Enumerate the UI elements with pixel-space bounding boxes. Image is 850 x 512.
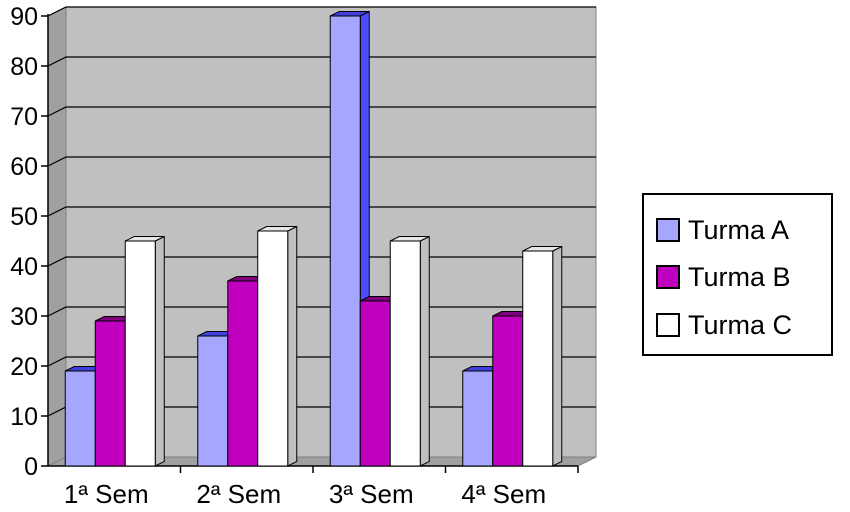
bar-turma-c-2 [257,225,298,467]
legend-label-turma-b: Turma B [688,261,791,292]
y-tick-label: 70 [10,103,38,131]
legend-item-turma-c: Turma C [656,305,792,345]
legend-item-turma-a: Turma A [656,210,789,250]
y-tick-label: 80 [10,53,38,81]
x-tick-label-3: 3ª Sem [329,479,414,509]
bar-front [124,240,156,467]
legend-swatch-turma-b [656,265,680,289]
bar-front [94,320,126,467]
bar-front [64,370,96,467]
side-wall [47,6,67,467]
y-tick-labels: 0 10 20 30 40 50 60 70 80 90 [10,3,38,481]
bar-turma-c-4 [522,245,563,467]
legend-swatch-turma-c [656,313,680,337]
gridline [47,206,596,217]
x-tick-label-1: 1ª Sem [64,479,149,509]
x-tick-label-2: 2ª Sem [196,479,281,509]
y-tick-label: 40 [10,253,38,281]
gridline [47,6,596,17]
bar-side [419,235,430,467]
bar-front [329,15,361,467]
bar-side [287,225,298,467]
gridline [47,106,596,117]
y-tick-label: 20 [10,353,38,381]
bar-side [154,235,165,467]
legend-label-turma-a: Turma A [688,214,790,245]
legend-label-turma-c: Turma C [688,309,793,340]
x-tick-labels: 1ª Sem 2ª Sem 3ª Sem 4ª Sem [64,479,546,509]
bar-front [359,300,391,467]
bar-turma-c-1 [124,235,165,467]
bar-front [492,315,524,467]
legend-swatch-turma-a [656,218,680,242]
bar-turma-c-3 [389,235,430,467]
gridline [47,56,596,67]
bar-side [552,245,563,467]
y-tick-label: 0 [24,453,38,481]
bar-front [462,370,494,467]
legend: Turma A Turma B Turma C [642,193,833,356]
gridline [47,156,596,167]
y-tick-label: 60 [10,153,38,181]
y-tick-label: 30 [10,303,38,331]
bar-front [389,240,421,467]
bar-front [227,280,259,467]
x-tick-label-4: 4ª Sem [461,479,546,509]
y-tick-label: 10 [10,403,38,431]
legend-item-turma-b: Turma B [656,257,791,297]
y-tick-label: 50 [10,203,38,231]
bar-front [522,250,554,467]
y-tick-label: 90 [10,3,38,31]
bar-front [257,230,289,467]
bars [64,10,563,467]
bar-front [197,335,229,467]
